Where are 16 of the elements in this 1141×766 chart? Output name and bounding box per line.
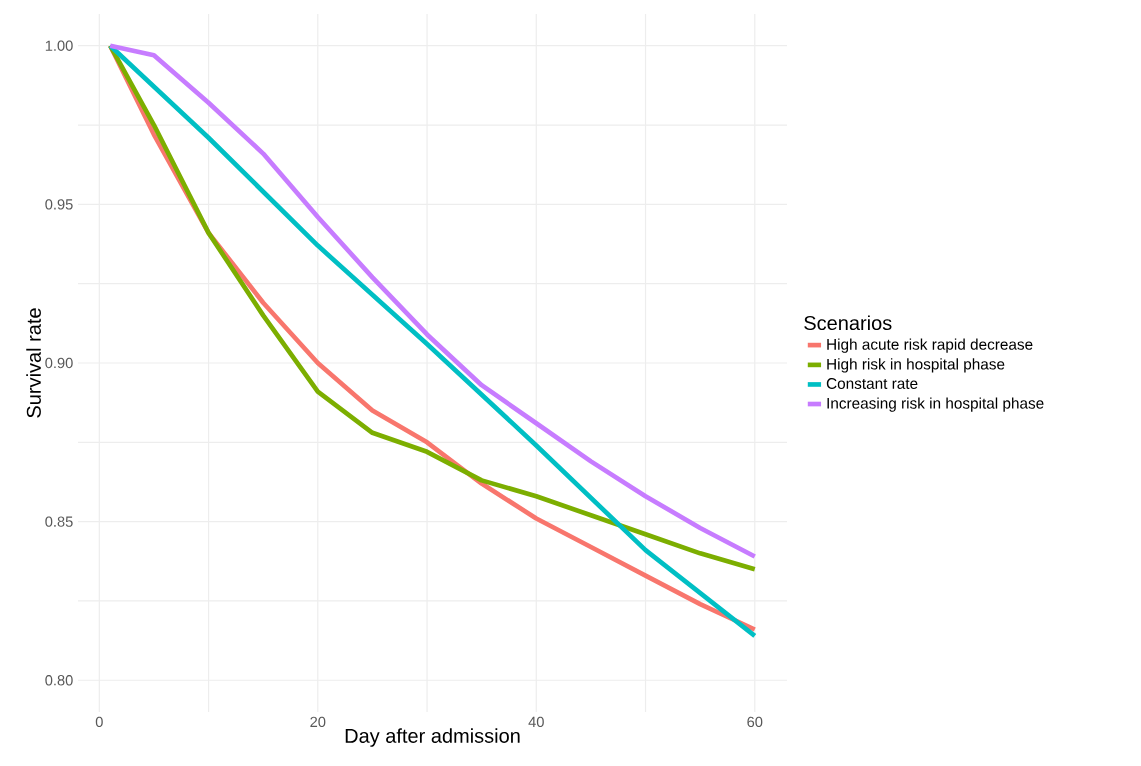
x-tick-label: 40	[528, 716, 544, 728]
x-axis-title: Day after admission	[345, 728, 520, 747]
y-tick-label: 1.00	[45, 40, 73, 51]
x-tick-label: 0	[95, 716, 103, 728]
y-tick-label: 0.90	[45, 357, 73, 369]
legend-label: Constant rate	[826, 378, 918, 389]
legend-label: Increasing risk in hospital phase	[827, 397, 1044, 412]
y-tick-label: 0.85	[45, 516, 73, 527]
x-tick-label: 20	[310, 716, 326, 728]
legend-label: High acute risk rapid decrease	[827, 338, 1033, 353]
y-axis-title: Survival rate	[26, 308, 41, 418]
y-tick-label: 0.95	[45, 199, 73, 210]
legend-title: Scenarios	[804, 315, 892, 331]
x-tick-label: 60	[747, 716, 763, 728]
y-tick-label: 0.80	[45, 675, 73, 686]
legend-label: High risk in hospital phase	[827, 358, 1005, 373]
